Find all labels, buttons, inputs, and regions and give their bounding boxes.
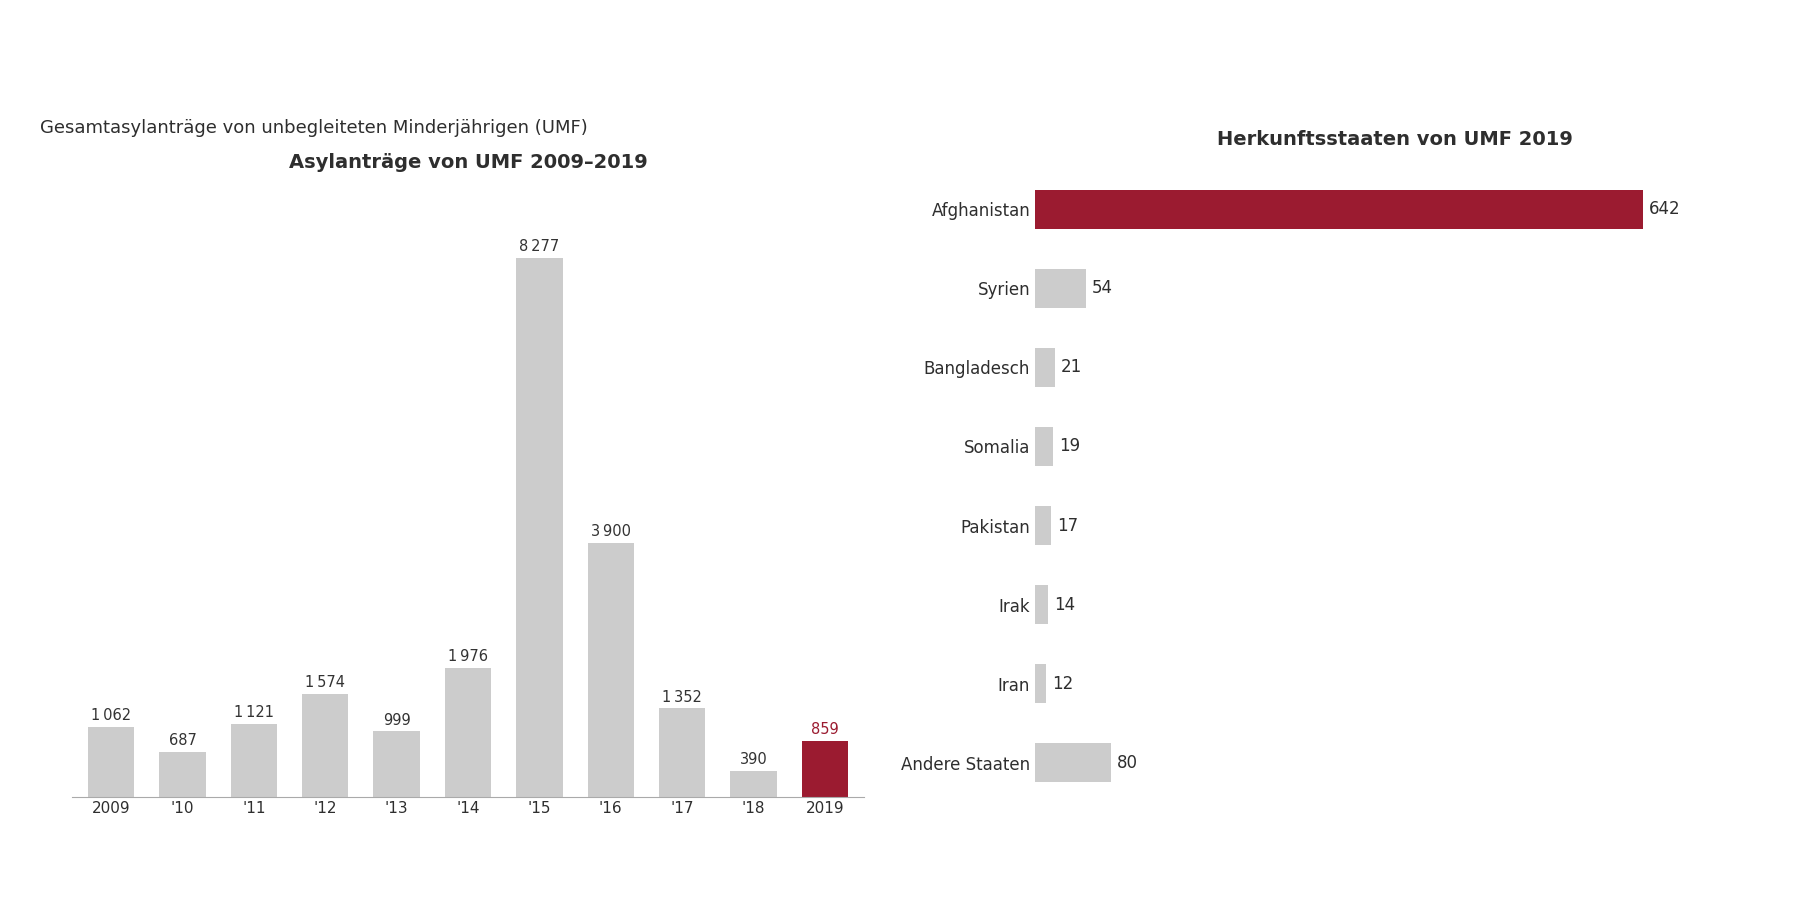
Bar — [587, 543, 634, 796]
Text: 1 574: 1 574 — [306, 675, 346, 690]
Bar — [1035, 664, 1046, 703]
Text: 999: 999 — [383, 713, 410, 727]
Text: 21: 21 — [1060, 358, 1082, 376]
Bar — [801, 741, 848, 796]
Text: 687: 687 — [169, 733, 196, 748]
Text: 14: 14 — [1055, 596, 1075, 614]
Title: Herkunftsstaaten von UMF 2019: Herkunftsstaaten von UMF 2019 — [1217, 130, 1573, 149]
Bar — [1035, 506, 1051, 545]
Bar — [1035, 190, 1643, 230]
Text: 1 976: 1 976 — [448, 649, 488, 664]
Bar — [230, 724, 277, 796]
Bar — [88, 727, 135, 796]
Text: 54: 54 — [1093, 279, 1112, 297]
Bar — [373, 732, 419, 796]
Bar — [731, 771, 776, 796]
Text: 8 277: 8 277 — [518, 238, 560, 254]
Text: 1 121: 1 121 — [234, 705, 274, 720]
Text: Asylanträge unbegleiteter Minderjähriger: Asylanträge unbegleiteter Minderjähriger — [40, 38, 758, 67]
Bar — [1035, 742, 1111, 782]
Text: 1 352: 1 352 — [662, 689, 702, 705]
Bar — [160, 752, 205, 796]
Bar — [1035, 585, 1048, 625]
Text: 19: 19 — [1058, 437, 1080, 455]
Bar — [302, 694, 349, 796]
Text: 80: 80 — [1116, 753, 1138, 771]
Bar — [445, 668, 491, 796]
Text: Datenquelle: BMI: Datenquelle: BMI — [40, 862, 182, 880]
Bar — [1035, 269, 1085, 308]
Text: 859: 859 — [810, 722, 839, 737]
Text: 390: 390 — [740, 752, 767, 767]
Text: 12: 12 — [1051, 675, 1073, 693]
Text: 3 900: 3 900 — [590, 524, 630, 539]
Title: Asylanträge von UMF 2009–2019: Asylanträge von UMF 2009–2019 — [288, 153, 648, 172]
Bar — [1035, 427, 1053, 466]
Text: Grafik: Stefan Rabl: Grafik: Stefan Rabl — [1604, 862, 1760, 880]
Text: 17: 17 — [1057, 517, 1078, 535]
Bar — [659, 708, 706, 796]
Text: 642: 642 — [1649, 201, 1681, 219]
Bar — [517, 257, 563, 796]
Text: Gesamtasylanträge von unbegleiteten Minderjährigen (UMF): Gesamtasylanträge von unbegleiteten Mind… — [40, 119, 587, 137]
Text: 1 062: 1 062 — [92, 708, 131, 724]
Bar — [1035, 347, 1055, 387]
